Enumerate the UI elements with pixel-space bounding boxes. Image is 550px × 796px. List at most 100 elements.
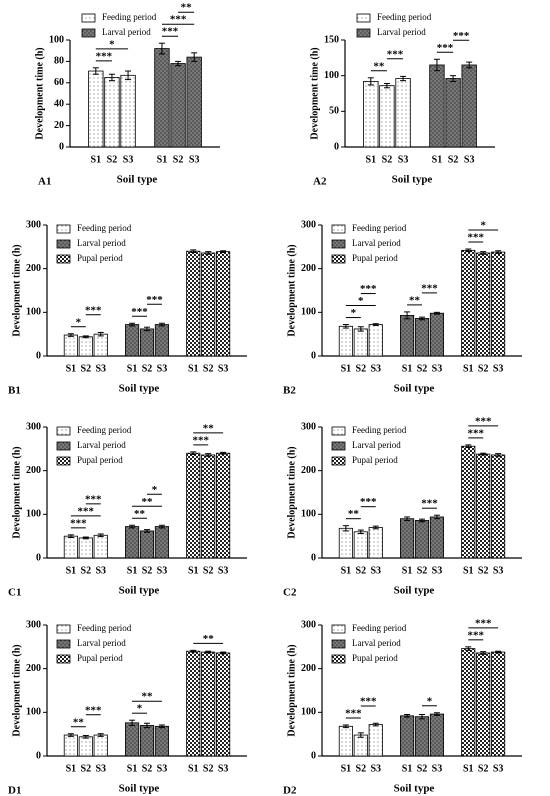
x-tick-label: S3 bbox=[157, 763, 168, 774]
y-axis-label: Development time (h) bbox=[309, 47, 320, 139]
legend-swatch bbox=[56, 239, 71, 249]
x-tick-label: S2 bbox=[142, 363, 153, 374]
significance-label: * bbox=[480, 220, 486, 232]
bar bbox=[368, 324, 383, 357]
x-tick-label: S1 bbox=[127, 565, 138, 576]
x-tick-label: S2 bbox=[142, 763, 153, 774]
legend-swatch bbox=[56, 456, 71, 466]
bar bbox=[154, 725, 169, 757]
x-tick-label: S2 bbox=[448, 154, 459, 165]
bar bbox=[125, 324, 140, 357]
legend-swatch bbox=[356, 28, 371, 38]
y-tick-label: 100 bbox=[26, 307, 41, 318]
bar bbox=[63, 734, 78, 757]
x-tick-label: S1 bbox=[188, 565, 199, 576]
y-tick-label: 100 bbox=[26, 509, 41, 520]
significance-label: *** bbox=[360, 696, 377, 708]
significance-label: * bbox=[137, 703, 143, 715]
significance-label: *** bbox=[475, 617, 492, 629]
x-axis-label: Soil type bbox=[117, 174, 158, 186]
y-tick-label: 200 bbox=[301, 663, 316, 674]
y-tick-label: 0 bbox=[59, 141, 64, 152]
bar bbox=[379, 85, 395, 148]
bar bbox=[414, 520, 430, 559]
y-axis-label: Development time (h) bbox=[34, 47, 45, 139]
bar bbox=[93, 734, 108, 757]
bar bbox=[120, 74, 136, 148]
bar bbox=[104, 77, 120, 148]
y-tick-label: 100 bbox=[301, 307, 316, 318]
panel-label: B2 bbox=[283, 385, 296, 397]
x-tick-label: S3 bbox=[157, 363, 168, 374]
x-axis-label: Soil type bbox=[394, 585, 435, 597]
y-tick-label: 200 bbox=[26, 663, 41, 674]
bar bbox=[429, 64, 445, 148]
legend-label: Larval period bbox=[352, 238, 401, 248]
legend-swatch bbox=[81, 28, 96, 38]
x-tick-label: S3 bbox=[370, 565, 381, 576]
bar bbox=[216, 452, 231, 559]
x-tick-label: S3 bbox=[432, 763, 443, 774]
bar bbox=[201, 252, 216, 357]
legend-swatch bbox=[56, 254, 71, 264]
bar bbox=[363, 80, 379, 148]
legend-swatch bbox=[331, 639, 346, 649]
significance-label: *** bbox=[467, 427, 484, 439]
significance-label: ** bbox=[348, 508, 360, 520]
legend-swatch bbox=[56, 639, 71, 649]
bar bbox=[201, 651, 216, 757]
legend-label: Larval period bbox=[77, 638, 126, 648]
x-tick-label: S3 bbox=[370, 763, 381, 774]
bar bbox=[461, 64, 477, 148]
y-tick-label: 40 bbox=[54, 98, 64, 109]
x-tick-label: S2 bbox=[417, 763, 428, 774]
legend-swatch bbox=[331, 624, 346, 634]
legend-label: Larval period bbox=[102, 27, 151, 37]
significance-label: *** bbox=[192, 434, 209, 446]
bar bbox=[461, 445, 476, 559]
y-axis-label: Development time (h) bbox=[286, 644, 297, 736]
x-tick-label: S3 bbox=[493, 763, 504, 774]
bar bbox=[353, 328, 368, 357]
panel-label: C2 bbox=[283, 587, 297, 599]
bar bbox=[338, 325, 353, 357]
significance-label: ** bbox=[409, 294, 421, 306]
x-tick-label: S3 bbox=[432, 363, 443, 374]
bar bbox=[78, 336, 93, 357]
y-tick-label: 20 bbox=[54, 120, 64, 131]
x-tick-label: S2 bbox=[81, 363, 92, 374]
x-axis-label: Soil type bbox=[119, 783, 160, 795]
y-axis-label: Development time (h) bbox=[11, 446, 22, 538]
y-tick-label: 300 bbox=[301, 421, 316, 432]
panel-label: C1 bbox=[8, 587, 21, 599]
x-tick-label: S2 bbox=[478, 565, 489, 576]
legend-label: Pupal period bbox=[352, 455, 398, 465]
bar bbox=[445, 78, 461, 148]
significance-label: *** bbox=[475, 415, 492, 427]
x-tick-label: S2 bbox=[382, 154, 393, 165]
x-tick-label: S1 bbox=[188, 363, 199, 374]
x-tick-label: S1 bbox=[341, 565, 352, 576]
significance-label: ** bbox=[181, 2, 193, 14]
x-tick-label: S3 bbox=[123, 154, 134, 165]
bar bbox=[400, 518, 415, 559]
significance-label: ** bbox=[134, 508, 146, 520]
x-tick-label: S3 bbox=[493, 565, 504, 576]
x-tick-label: S2 bbox=[173, 154, 184, 165]
legend-label: Pupal period bbox=[352, 653, 398, 663]
y-tick-label: 0 bbox=[311, 750, 316, 761]
y-tick-label: 0 bbox=[334, 141, 339, 152]
x-tick-label: S2 bbox=[356, 763, 367, 774]
bar bbox=[476, 652, 491, 757]
significance-label: * bbox=[351, 307, 357, 319]
x-tick-label: S3 bbox=[218, 763, 229, 774]
bar bbox=[78, 537, 93, 559]
legend-label: Feeding period bbox=[102, 12, 157, 22]
significance-label: *** bbox=[146, 294, 163, 306]
legend-swatch bbox=[331, 426, 346, 436]
x-tick-label: S1 bbox=[366, 154, 377, 165]
x-tick-label: S3 bbox=[398, 154, 409, 165]
significance-label: *** bbox=[467, 629, 484, 641]
x-tick-label: S2 bbox=[203, 363, 214, 374]
